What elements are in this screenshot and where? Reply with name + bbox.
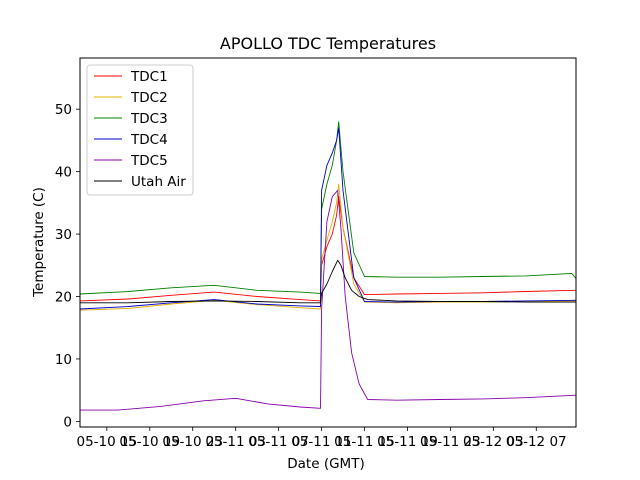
series-line-tdc1	[80, 196, 576, 302]
plot-area-frame	[79, 57, 577, 428]
y-tick-label: 30	[55, 227, 72, 243]
x-tick-label: 05-11 15	[334, 434, 395, 450]
legend-label-tdc2: TDC2	[130, 90, 168, 106]
y-axis-title: Temperature (C)	[31, 187, 47, 298]
x-tick-label: 05-11 03	[205, 434, 266, 450]
legend-label-tdc3: TDC3	[130, 111, 168, 127]
y-tick-label: 0	[63, 414, 72, 430]
y-tick-label: 10	[55, 352, 72, 368]
series-layer	[80, 121, 576, 411]
legend-label-utah-air: Utah Air	[131, 174, 186, 190]
x-tick-label: 05-10 23	[162, 434, 223, 450]
legend-label-tdc1: TDC1	[130, 69, 168, 85]
x-tick-label: 05-11 11	[291, 434, 352, 450]
x-tick-label: 05-10 15	[76, 434, 137, 450]
y-tick-label: 20	[55, 290, 72, 306]
x-tick-label: 05-11 07	[248, 434, 309, 450]
legend-label-tdc5: TDC5	[130, 153, 168, 169]
y-axis: 0 10 20 30 40 50	[55, 102, 80, 430]
x-tick-label: 05-12 07	[506, 434, 567, 450]
x-tick-label: 05-11 23	[420, 434, 481, 450]
x-axis-title: Date (GMT)	[287, 456, 364, 472]
y-tick-label: 50	[55, 102, 72, 118]
x-tick-label: 05-10 19	[119, 434, 180, 450]
x-tick-label: 05-12 03	[463, 434, 524, 450]
x-tick-label: 05-11 19	[377, 434, 438, 450]
series-line-utah-air	[80, 259, 576, 304]
y-tick-label: 40	[55, 165, 72, 181]
series-line-tdc5	[80, 189, 576, 411]
legend: TDC1 TDC2 TDC3 TDC4 TDC5 Utah Air	[86, 64, 194, 196]
legend-label-tdc4: TDC4	[130, 132, 168, 148]
chart-title: APOLLO TDC Temperatures	[220, 34, 436, 53]
